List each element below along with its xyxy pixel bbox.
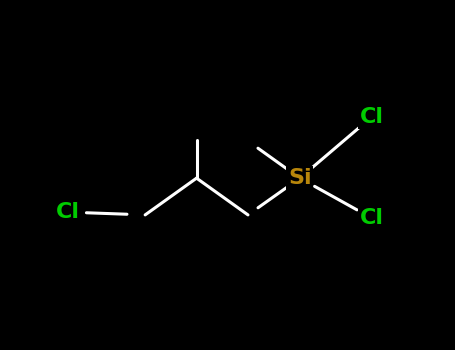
Text: Cl: Cl (56, 202, 80, 222)
Text: Cl: Cl (360, 107, 384, 127)
Text: Cl: Cl (360, 208, 384, 228)
Text: Si: Si (288, 168, 312, 188)
